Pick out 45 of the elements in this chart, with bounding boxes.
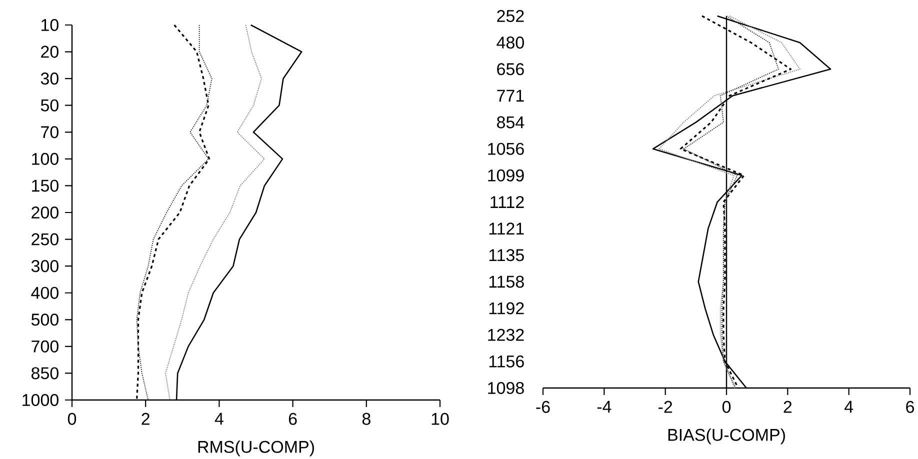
y-tick-label: 1099 [488, 169, 524, 182]
y-tick-label: 1232 [488, 328, 524, 341]
x-axis-title: BIAS(U-COMP) [668, 428, 785, 444]
y-tick-label: 1000 [22, 394, 58, 406]
y-tick-label: 50 [40, 99, 58, 112]
y-tick-label: 1112 [490, 196, 524, 208]
x-tick-label: 0 [68, 412, 76, 425]
x-tick-label: 6 [288, 412, 297, 425]
y-tick-label: 1056 [488, 142, 524, 155]
y-tick-label: 700 [32, 340, 58, 352]
y-tick-label: 300 [31, 260, 58, 272]
y-tick-label: 400 [31, 286, 58, 299]
x-tick-label: 4 [844, 400, 854, 413]
y-tick-label: 1098 [488, 382, 524, 394]
y-tick-label: 850 [32, 367, 58, 380]
y-tick-label: 771 [497, 90, 524, 102]
y-tick-label: 1158 [489, 276, 524, 288]
x-tick-label: 6 [906, 400, 914, 413]
y-tick-label: 20 [41, 46, 58, 58]
y-tick-label: 1121 [489, 222, 524, 235]
x-tick-label: 2 [142, 412, 150, 425]
y-tick-label: 250 [32, 233, 58, 246]
x-tick-label: -4 [597, 400, 612, 413]
y-tick-label: 30 [40, 72, 58, 85]
y-tick-label: 480 [496, 36, 524, 49]
y-tick-label: 854 [497, 116, 524, 128]
y-tick-label: 500 [31, 314, 58, 326]
y-tick-label: 70 [41, 126, 58, 138]
y-tick-label: 1135 [489, 249, 524, 262]
x-axis-title: RMS(U-COMP) [198, 440, 314, 456]
y-tick-label: 1192 [489, 302, 524, 314]
y-tick-label: 656 [497, 63, 524, 76]
x-tick-label: 8 [362, 412, 370, 425]
y-tick-label: 10 [42, 18, 58, 32]
x-tick-label: -6 [536, 400, 550, 413]
y-tick-label: 150 [32, 180, 58, 192]
x-tick-label: 4 [214, 412, 224, 425]
x-tick-label: 2 [784, 400, 792, 413]
x-tick-label: -2 [658, 400, 672, 413]
y-tick-label: 100 [32, 152, 58, 165]
y-tick-label: 252 [497, 10, 524, 22]
y-tick-label: 200 [32, 206, 58, 219]
y-tick-label: 1156 [489, 355, 524, 368]
x-tick-label: 10 [432, 412, 449, 425]
x-tick-label: 0 [722, 400, 731, 413]
